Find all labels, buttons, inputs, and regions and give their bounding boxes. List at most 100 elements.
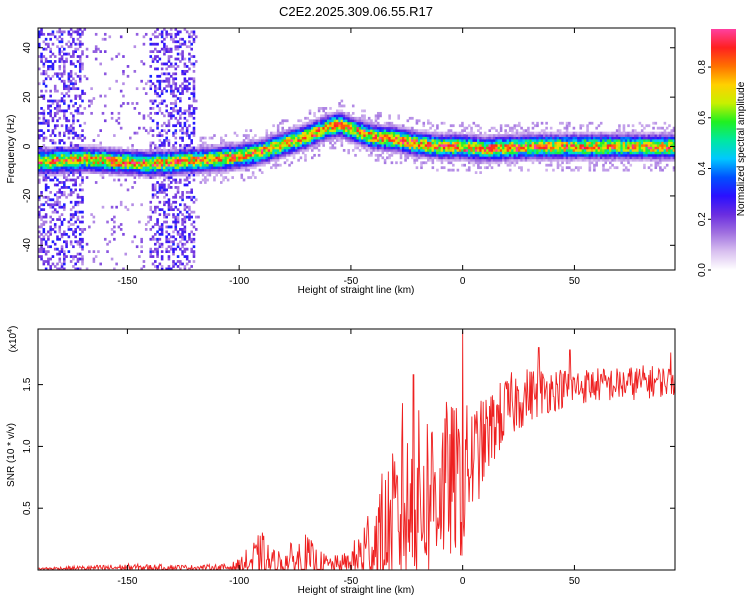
- heatmap-cell: [67, 107, 71, 110]
- heatmap-cell: [388, 139, 391, 142]
- heatmap-cell: [235, 151, 239, 155]
- heatmap-cell: [547, 156, 551, 160]
- heatmap-cell: [386, 151, 389, 155]
- heatmap-cell: [404, 144, 407, 147]
- heatmap-cell: [479, 149, 482, 152]
- heatmap-cell: [42, 228, 46, 231]
- heatmap-cell: [554, 144, 557, 147]
- heatmap-cell: [44, 77, 48, 81]
- heatmap-cell: [474, 153, 478, 157]
- heatmap-cell: [78, 242, 82, 246]
- heatmap-cell: [160, 30, 164, 34]
- heatmap-cell: [197, 146, 200, 150]
- heatmap-cell: [320, 129, 323, 133]
- heatmap-cell: [67, 129, 71, 133]
- heatmap-cell: [411, 131, 414, 135]
- heatmap-cell: [322, 114, 325, 118]
- heatmap-cell: [561, 156, 564, 160]
- heatmap-cell: [399, 134, 403, 137]
- heatmap-cell: [147, 131, 150, 135]
- heatmap-cell: [42, 121, 46, 125]
- heatmap-cell: [354, 139, 357, 142]
- heatmap-cell: [94, 181, 98, 184]
- heatmap-cell: [140, 149, 143, 152]
- heatmap-cell: [436, 153, 439, 157]
- heatmap-cell: [347, 116, 350, 120]
- heatmap-cell: [67, 77, 71, 81]
- heatmap-cell: [188, 218, 191, 221]
- heatmap-cell: [49, 205, 52, 209]
- heatmap-cell: [326, 134, 330, 137]
- heatmap-cell: [420, 166, 423, 170]
- heatmap-cell: [220, 163, 223, 167]
- heatmap-cell: [570, 131, 573, 135]
- heatmap-cell: [238, 141, 241, 145]
- heatmap-cell: [163, 37, 166, 41]
- heatmap-cell: [58, 228, 62, 231]
- heatmap-cell: [65, 109, 68, 113]
- heatmap-cell: [586, 156, 589, 160]
- heatmap-cell: [44, 178, 48, 182]
- heatmap-cell: [508, 141, 512, 145]
- heatmap-cell: [172, 200, 175, 204]
- heatmap-cell: [51, 32, 55, 36]
- heatmap-cell: [267, 151, 271, 155]
- heatmap-cell: [442, 166, 446, 170]
- heatmap-cell: [436, 136, 439, 140]
- heatmap-cell: [74, 183, 77, 187]
- heatmap-cell: [60, 232, 64, 236]
- heatmap-cell: [201, 168, 205, 172]
- heatmap-cell: [99, 62, 102, 66]
- heatmap-cell: [415, 136, 419, 140]
- heatmap-cell: [69, 60, 73, 63]
- heatmap-cell: [72, 87, 75, 91]
- heatmap-cell: [281, 119, 284, 123]
- heatmap-cell: [463, 151, 466, 155]
- heatmap-cell: [290, 139, 294, 142]
- heatmap-cell: [383, 131, 387, 135]
- heatmap-cell: [201, 171, 205, 174]
- heatmap-cell: [629, 146, 633, 150]
- heatmap-cell: [472, 141, 476, 145]
- heatmap-cell: [622, 158, 626, 162]
- heatmap-cell: [290, 144, 294, 147]
- heatmap-cell: [210, 136, 214, 140]
- heatmap-cell: [194, 156, 198, 160]
- heatmap-cell: [358, 119, 362, 123]
- heatmap-cell: [627, 131, 630, 135]
- heatmap-cell: [165, 109, 168, 113]
- heatmap-cell: [188, 166, 191, 170]
- heatmap-cell: [169, 186, 173, 189]
- heatmap-cell: [163, 213, 166, 216]
- heatmap-cell: [44, 121, 48, 125]
- heatmap-cell: [329, 129, 332, 133]
- heatmap-cell: [165, 163, 168, 167]
- heatmap-cell: [604, 131, 608, 135]
- heatmap-cell: [108, 171, 112, 174]
- heatmap-cell: [163, 220, 166, 224]
- heatmap-cell: [188, 134, 191, 137]
- heatmap-cell: [549, 156, 553, 160]
- heatmap-cell: [151, 153, 155, 157]
- heatmap-cell: [490, 149, 494, 152]
- heatmap-cell: [149, 237, 153, 241]
- heatmap-cell: [60, 163, 64, 167]
- heatmap-cell: [101, 176, 105, 179]
- heatmap-cell: [497, 139, 501, 142]
- heatmap-cell: [217, 144, 221, 147]
- heatmap-cell: [370, 131, 373, 135]
- heatmap-cell: [295, 146, 298, 150]
- heatmap-cell: [513, 141, 517, 145]
- heatmap-cell: [42, 144, 46, 147]
- heatmap-cell: [590, 139, 594, 142]
- heatmap-cell: [183, 144, 187, 147]
- heatmap-cell: [58, 99, 62, 103]
- heatmap-cell: [154, 156, 157, 160]
- heatmap-cell: [522, 156, 526, 160]
- heatmap-cell: [72, 178, 75, 182]
- heatmap-cell: [51, 153, 55, 157]
- heatmap-cell: [295, 134, 298, 137]
- heatmap-cell: [411, 144, 414, 147]
- heatmap-cell: [40, 156, 43, 160]
- heatmap-cell: [502, 146, 505, 150]
